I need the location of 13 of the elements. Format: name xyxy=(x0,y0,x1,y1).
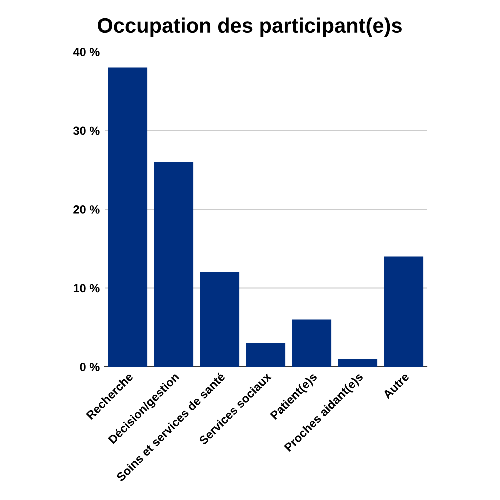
bar xyxy=(200,272,240,367)
bar xyxy=(292,320,332,367)
y-tick-label: 0 % xyxy=(80,363,100,372)
chart-title: Occupation des participant(e)s xyxy=(98,18,402,38)
bar xyxy=(108,68,148,367)
bar xyxy=(154,162,194,367)
bar xyxy=(384,256,424,367)
y-tick-label: 20 % xyxy=(74,206,100,214)
bar xyxy=(246,343,286,367)
y-tick-label: 30 % xyxy=(74,126,100,136)
y-tick-label: 40 % xyxy=(73,48,100,56)
bar xyxy=(338,359,378,367)
y-tick-label: 10 % xyxy=(74,284,100,293)
